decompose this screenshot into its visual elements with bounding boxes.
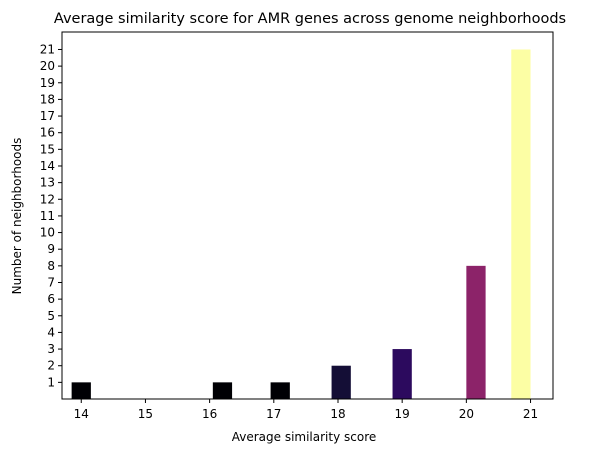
bar-5 [466, 265, 486, 399]
y-tick-label: 12 [40, 192, 55, 206]
y-tick-label: 13 [40, 176, 55, 190]
y-tick-label: 20 [40, 59, 55, 73]
bar-6 [511, 49, 531, 399]
y-tick-label: 8 [47, 259, 55, 273]
y-tick-label: 6 [47, 292, 55, 306]
x-axis: 14 15 16 17 18 19 20 21 [74, 399, 538, 421]
y-tick-label: 7 [47, 275, 55, 289]
x-tick-label: 17 [266, 407, 281, 421]
y-tick-label: 9 [47, 242, 55, 256]
chart-title: Average similarity score for AMR genes a… [54, 11, 566, 27]
y-tick-label: 16 [40, 126, 55, 140]
bar-2 [270, 382, 290, 399]
y-tick-label: 18 [40, 92, 55, 106]
y-tick-label: 2 [47, 359, 55, 373]
y-tick-label: 11 [40, 209, 55, 223]
x-tick-label: 19 [395, 407, 410, 421]
bar-0 [71, 382, 91, 399]
y-tick-label: 1 [47, 375, 55, 389]
y-axis-label: Number of neighborhoods [10, 138, 24, 295]
y-tick-label: 19 [40, 76, 55, 90]
y-tick-label: 5 [47, 309, 55, 323]
x-tick-label: 20 [459, 407, 474, 421]
y-tick-label: 21 [40, 42, 55, 56]
x-tick-label: 14 [74, 407, 89, 421]
y-tick-label: 4 [47, 325, 55, 339]
x-tick-label: 16 [202, 407, 217, 421]
bar-1 [212, 382, 233, 399]
bar-4 [392, 349, 412, 399]
x-tick-label: 15 [138, 407, 153, 421]
plot-frame [61, 31, 554, 400]
y-tick-label: 15 [40, 142, 55, 156]
y-tick-label: 3 [47, 342, 55, 356]
x-tick-label: 18 [330, 407, 345, 421]
y-tick-label: 17 [40, 109, 55, 123]
x-tick-label: 21 [523, 407, 538, 421]
y-tick-label: 14 [40, 159, 55, 173]
x-axis-label: Average similarity score [232, 430, 377, 444]
bars-layer [71, 49, 531, 399]
bar-3 [331, 365, 351, 399]
y-tick-label: 10 [40, 226, 55, 240]
